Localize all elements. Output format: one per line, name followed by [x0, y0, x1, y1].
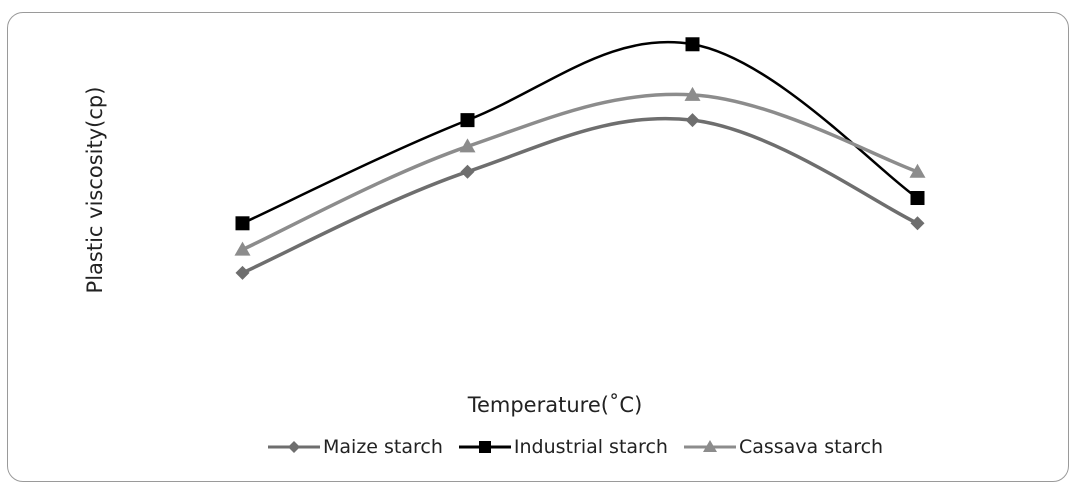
data-point-maize-starch-3: [685, 113, 700, 128]
data-point-cassava-starch-2: [459, 138, 476, 153]
series-line-cassava-starch: [241, 92, 919, 252]
series-line-maize-starch: [241, 116, 919, 275]
legend-label: Cassava starch: [738, 436, 884, 458]
legend-label: Maize starch: [323, 436, 443, 458]
data-point-maize-starch-2: [460, 164, 475, 179]
legend-marker-icon: [268, 441, 320, 453]
data-point-maize-starch-4: [910, 216, 925, 231]
data-point-cassava-starch-1: [234, 241, 251, 256]
data-point-cassava-starch-3: [684, 86, 701, 101]
data-point-industrial-starch-1: [235, 216, 250, 231]
data-point-cassava-starch-4: [909, 163, 926, 178]
data-point-industrial-starch-2: [460, 113, 475, 128]
legend-marker-icon: [683, 440, 736, 452]
data-point-industrial-starch-4: [910, 191, 925, 206]
legend-marker-icon: [458, 441, 511, 453]
legend-label: Industrial starch: [513, 436, 668, 458]
data-point-industrial-starch-3: [685, 37, 700, 52]
legend-item-cassava-starch: Cassava starch: [683, 436, 884, 458]
series-line-industrial-starch: [241, 40, 919, 225]
x-axis-label: Temperature(˚C): [467, 393, 643, 417]
legend-item-maize-starch: Maize starch: [268, 436, 443, 458]
plot-area: [234, 37, 926, 280]
data-point-maize-starch-1: [235, 265, 250, 280]
legend: Maize starch Industrial starch Cassava sta…: [268, 434, 899, 460]
y-axis-label: Plastic viscosity(cp): [83, 86, 107, 294]
legend-item-industrial-starch: Industrial starch: [458, 436, 668, 458]
